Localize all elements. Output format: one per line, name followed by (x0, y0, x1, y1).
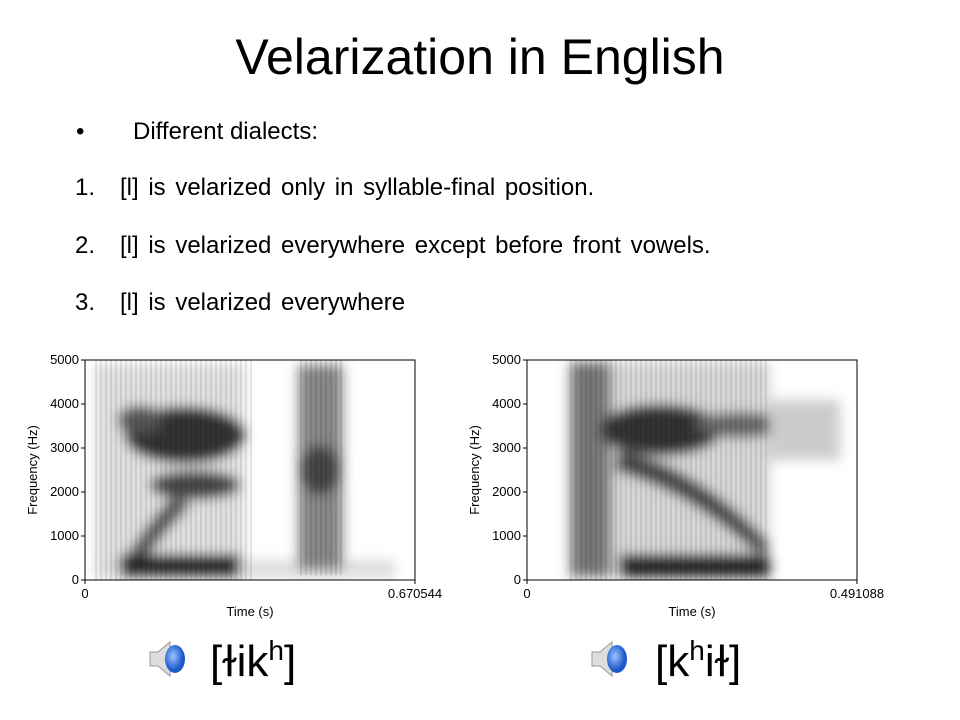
spectrogram-image (85, 360, 415, 580)
item-text: [l] is velarized everywhere except befor… (120, 232, 711, 259)
y-axis-label: Frequency (Hz) (467, 425, 482, 515)
speaker-icon (591, 640, 627, 678)
item-text: [l] is velarized everywhere (120, 289, 406, 316)
transcription: [ɫikh] (210, 635, 296, 686)
y-tick-label: 0 (514, 572, 521, 587)
y-tick-label: 2000 (50, 484, 79, 499)
spectrogram-image (527, 360, 857, 580)
transcription: [khiɫ] (655, 635, 741, 686)
y-tick-label: 5000 (492, 352, 521, 367)
item-text: [l] is velarized only in syllable-final … (120, 174, 595, 201)
transcription-superscript: h (689, 635, 705, 666)
x-tick-label: 0 (523, 586, 530, 601)
item-number: 1. (75, 174, 96, 201)
transcription-base: [ɫik (210, 637, 269, 686)
plot-frame (526, 359, 858, 581)
transcription-end: ] (284, 637, 296, 686)
y-tick-label: 4000 (492, 396, 521, 411)
x-tick-label: 0.670544 (388, 586, 442, 601)
y-tick-label: 4000 (50, 396, 79, 411)
item-number: 2. (75, 232, 96, 259)
item-number: 3. (75, 289, 96, 316)
transcription-base: [k (655, 637, 690, 686)
y-tick-label: 5000 (50, 352, 79, 367)
y-tick-label: 1000 (50, 528, 79, 543)
x-tick-label: 0.491088 (830, 586, 884, 601)
bullet-text: Different dialects: (133, 118, 318, 145)
y-tick-label: 1000 (492, 528, 521, 543)
x-axis-label: Time (s) (226, 604, 273, 619)
y-tick-label: 0 (72, 572, 79, 587)
x-axis-label: Time (s) (668, 604, 715, 619)
transcription-end: iɫ] (705, 637, 741, 686)
y-tick-label: 3000 (50, 440, 79, 455)
speaker-icon (149, 640, 185, 678)
title: Velarization in English (235, 29, 725, 85)
plot-frame (84, 359, 416, 581)
y-axis-label: Frequency (Hz) (25, 425, 40, 515)
y-tick-label: 2000 (492, 484, 521, 499)
x-tick-label: 0 (81, 586, 88, 601)
transcription-superscript: h (268, 635, 284, 666)
bullet-marker: • (76, 118, 85, 145)
y-tick-label: 3000 (492, 440, 521, 455)
